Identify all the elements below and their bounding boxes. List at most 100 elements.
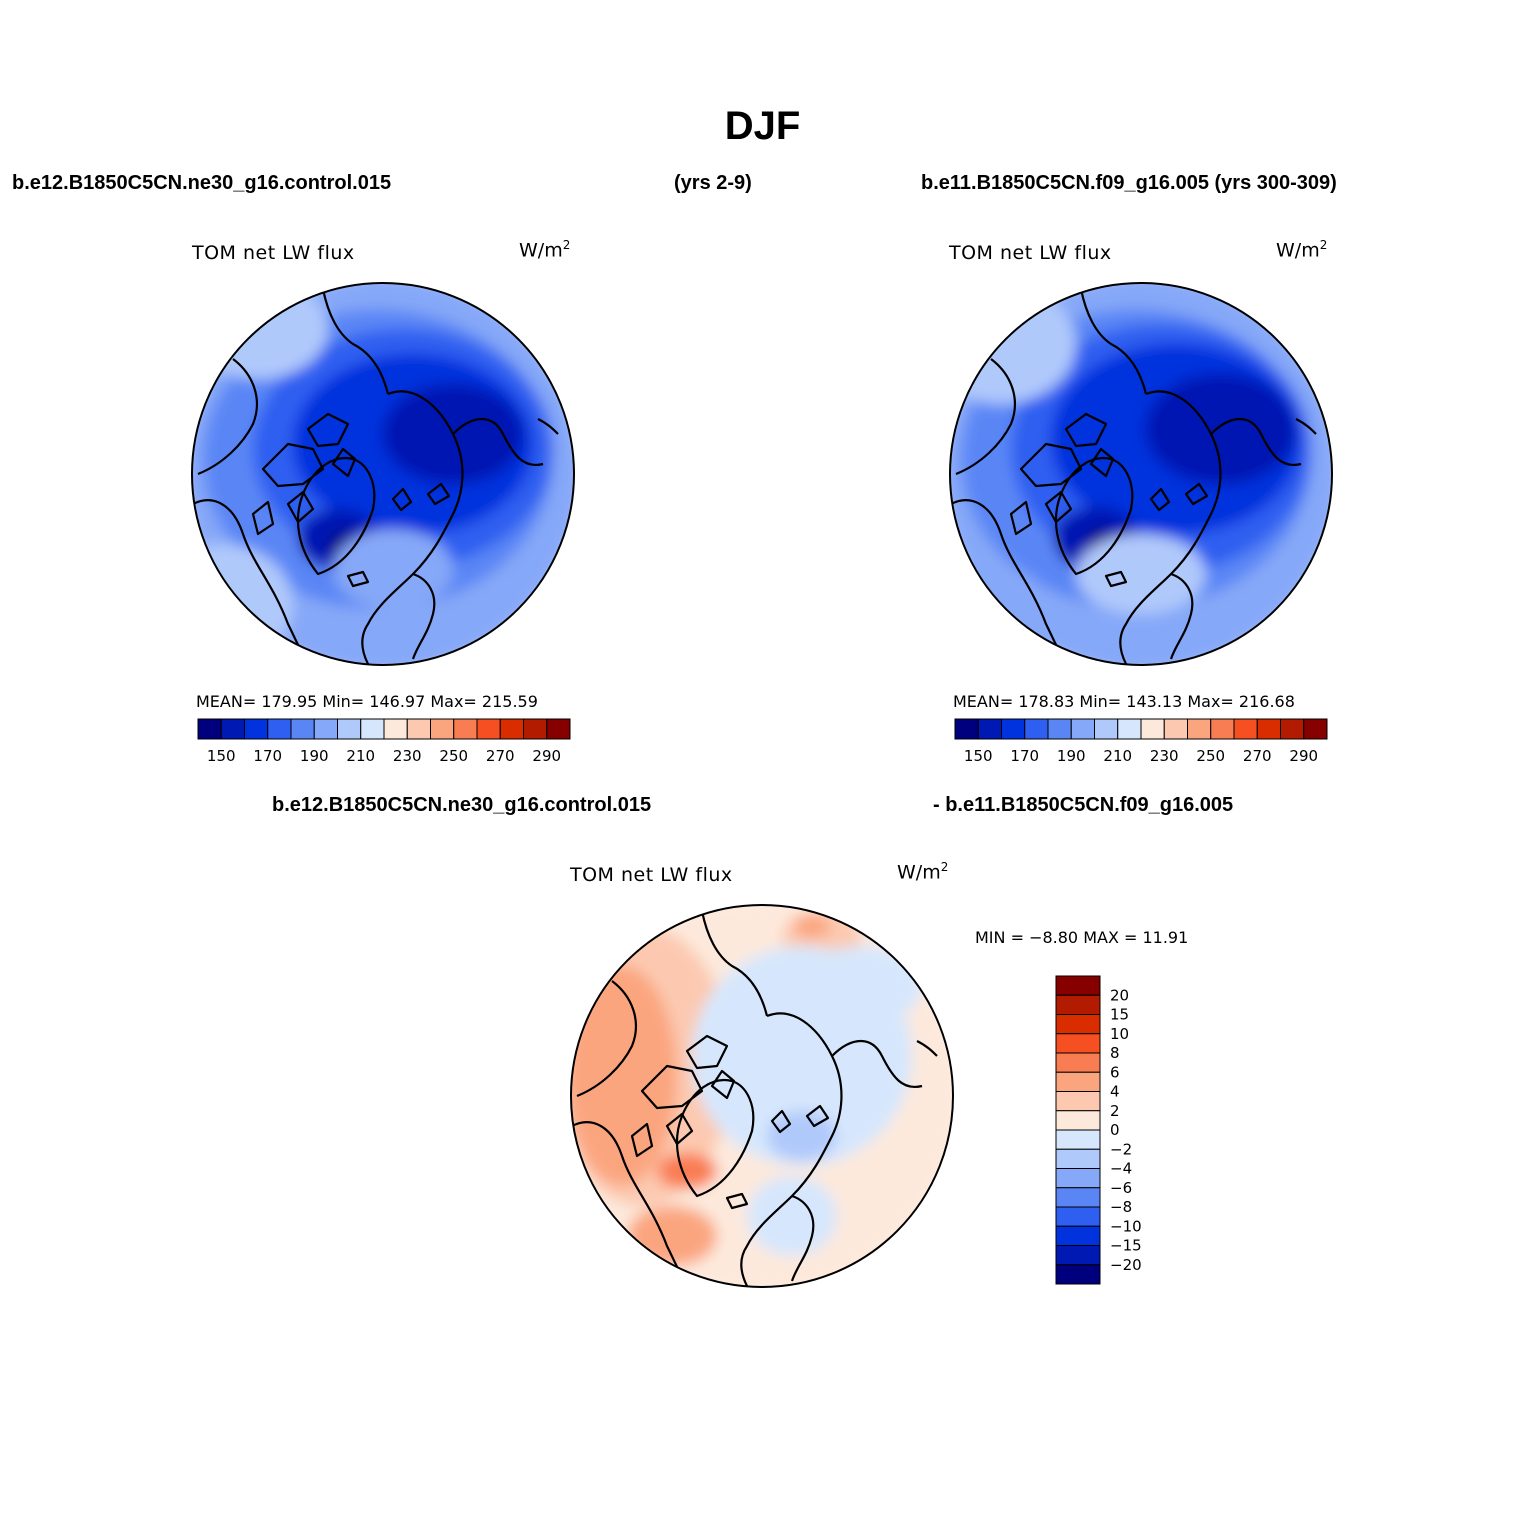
panel1-colorbar-label: 290 (532, 747, 561, 765)
panel3-colorbar-swatch (1055, 1264, 1101, 1285)
panel2-colorbar-label: 230 (1150, 747, 1179, 765)
panel3-colorbar-swatch (1055, 1110, 1101, 1131)
panel2-colorbar-label: 290 (1289, 747, 1318, 765)
panel3-colorbar-label: −8 (1110, 1198, 1132, 1216)
panel3-colorbar-label: 4 (1110, 1083, 1120, 1101)
panel3-colorbar-label: −10 (1110, 1217, 1142, 1235)
panel3-colorbar-swatch (1055, 1187, 1101, 1208)
panel3-map (570, 904, 954, 1288)
panel3-colorbar-swatch (1055, 1071, 1101, 1092)
panel1-colorbar-swatch (499, 718, 524, 740)
panel1-colorbar-swatch (220, 718, 245, 740)
panel3-colorbar-swatch (1055, 1148, 1101, 1169)
panel2-colorbar-swatch (1117, 718, 1142, 740)
panel2-colorbar-swatch (1001, 718, 1026, 740)
panel3-colorbar-swatch (1055, 994, 1101, 1015)
panel1-stats: MEAN= 179.95 Min= 146.97 Max= 215.59 (196, 692, 538, 711)
panel1-units: W/m2 (519, 238, 571, 262)
panel2-colorbar-swatch (1303, 718, 1328, 740)
panel1-colorbar-label: 230 (393, 747, 422, 765)
panel1-colorbar-swatch (360, 718, 385, 740)
panel3-colorbar-swatch (1055, 1129, 1101, 1150)
panel2-colorbar-swatch (1280, 718, 1305, 740)
panel3-colorbar-label: 10 (1110, 1025, 1129, 1043)
panel1-colorbar-label: 250 (439, 747, 468, 765)
panel2-colorbar-label: 150 (964, 747, 993, 765)
panel2-colorbar: 150 170 190 210 230 250 270 290 (954, 718, 1328, 765)
panel3-colorbar-swatch (1055, 1091, 1101, 1112)
panel1-colorbar: 150 170 190 210 230 250 270 290 (197, 718, 571, 765)
panel1-colorbar-label: 170 (253, 747, 282, 765)
panel1-colorbar-label: 270 (486, 747, 515, 765)
panel2-variable-title: TOM net LW flux (949, 242, 1112, 264)
panel3-colorbar-label: 6 (1110, 1063, 1120, 1081)
panel1-colorbar-swatch (523, 718, 548, 740)
panel2-colorbar-label: 270 (1243, 747, 1272, 765)
panel3-colorbar-swatch (1055, 1014, 1101, 1035)
panel2-map (949, 282, 1333, 666)
panel2-colorbar-swatch (1256, 718, 1281, 740)
panel3-colorbar-label: 2 (1110, 1102, 1120, 1120)
panel3-colorbar-swatch (1055, 975, 1101, 996)
panel1-colorbar-swatch (290, 718, 315, 740)
panel1-colorbar-swatch (383, 718, 408, 740)
panel2-colorbar-swatch (1047, 718, 1072, 740)
panel1-colorbar-swatch (476, 718, 501, 740)
panel1-colorbar-label: 210 (346, 747, 375, 765)
panel3-colorbar-label: 15 (1110, 1006, 1129, 1024)
panel2-colorbar-swatch (1210, 718, 1235, 740)
panel3-colorbar-label: −6 (1110, 1179, 1132, 1197)
panel1-colorbar-swatch (406, 718, 431, 740)
diff-left-header: b.e12.B1850C5CN.ne30_g16.control.015 (272, 794, 652, 816)
panel2-colorbar-label: 210 (1103, 747, 1132, 765)
panel3-colorbar-swatch (1055, 1168, 1101, 1189)
panel1-colorbar-swatch (267, 718, 292, 740)
panel2-colorbar-swatch (977, 718, 1002, 740)
panel1-colorbar-swatch (313, 718, 338, 740)
case2-header: b.e11.B1850C5CN.f09_g16.005 (yrs 300-309… (921, 172, 1337, 194)
panel2-colorbar-swatch (1163, 718, 1188, 740)
case1-years-header: (yrs 2-9) (674, 172, 752, 194)
figure-title: DJF (724, 104, 801, 148)
panel3-colorbar-label: −2 (1110, 1140, 1132, 1158)
panel2-colorbar-swatch (1094, 718, 1119, 740)
panel3-colorbar-swatch (1055, 1206, 1101, 1227)
panel1-colorbar-swatch (453, 718, 478, 740)
panel1-colorbar-swatch (244, 718, 269, 740)
panel2-colorbar-label: 190 (1057, 747, 1086, 765)
panel1-variable-title: TOM net LW flux (192, 242, 355, 264)
panel2-colorbar-swatch (1187, 718, 1212, 740)
panel1-colorbar-swatch (546, 718, 571, 740)
panel1-map (191, 282, 575, 666)
panel3-colorbar-label: 8 (1110, 1044, 1120, 1062)
panel3-units: W/m2 (897, 860, 949, 884)
panel1-colorbar-swatch (337, 718, 362, 740)
panel1-colorbar-label: 190 (300, 747, 329, 765)
panel2-units: W/m2 (1276, 238, 1328, 262)
panel3-colorbar-label: −15 (1110, 1237, 1142, 1255)
case1-header: b.e12.B1850C5CN.ne30_g16.control.015 (12, 172, 392, 194)
panel1-colorbar-swatch (197, 718, 222, 740)
panel3-variable-title: TOM net LW flux (570, 864, 733, 886)
panel2-colorbar-swatch (1233, 718, 1258, 740)
panel2-colorbar-swatch (954, 718, 979, 740)
panel2-colorbar-swatch (1070, 718, 1095, 740)
panel3-colorbar-swatch (1055, 1225, 1101, 1246)
panel3-colorbar-swatch (1055, 1033, 1101, 1054)
panel1-colorbar-label: 150 (207, 747, 236, 765)
panel2-colorbar-swatch (1140, 718, 1165, 740)
panel3-colorbar-label: −20 (1110, 1256, 1142, 1274)
panel3-colorbar-label: −4 (1110, 1160, 1132, 1178)
panel2-colorbar-label: 170 (1010, 747, 1039, 765)
panel2-colorbar-swatch (1024, 718, 1049, 740)
panel3-stats: MIN = −8.80 MAX = 11.91 (975, 928, 1189, 947)
panel3-colorbar-label: 0 (1110, 1121, 1120, 1139)
panel2-colorbar-label: 250 (1196, 747, 1225, 765)
diff-right-header: - b.e11.B1850C5CN.f09_g16.005 (933, 794, 1234, 816)
panel3-colorbar-label: 20 (1110, 986, 1129, 1004)
panel3-colorbar-swatch (1055, 1245, 1101, 1266)
panel1-colorbar-swatch (430, 718, 455, 740)
panel3-colorbar-swatch (1055, 1052, 1101, 1073)
